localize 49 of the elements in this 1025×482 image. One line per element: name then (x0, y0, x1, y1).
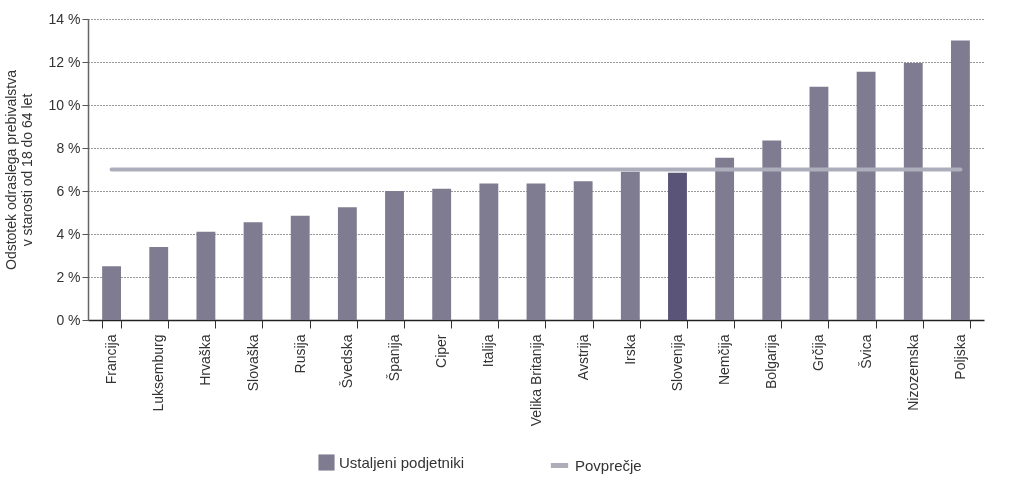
bar (243, 222, 263, 320)
bar (385, 191, 404, 320)
bar (573, 181, 593, 320)
bar (102, 266, 122, 320)
x-tick-label: Švica (857, 334, 874, 369)
x-tick-label: Nizozemska (904, 334, 921, 411)
bar (337, 207, 357, 320)
x-tick-label: Velika Britanija (527, 334, 544, 427)
bar (715, 157, 735, 320)
legend-label: Povprečje (575, 456, 642, 474)
x-tick-label: Slovenija (668, 334, 685, 392)
y-axis-title: Odstotek odraslega prebivalstva v starosti od 18 do 64 let (2, 69, 35, 270)
bar (479, 183, 499, 320)
y-tick-label: 4 % (56, 225, 81, 242)
y-tick-label: 12 % (48, 53, 81, 70)
bar (149, 246, 169, 320)
y-tick-label: 14 % (48, 10, 81, 27)
bar (950, 40, 970, 320)
bar (432, 188, 452, 320)
x-tick-label: Ciper (433, 334, 450, 368)
x-tick-label: Bolgarija (763, 334, 780, 389)
x-tick-label: Poljska (951, 334, 968, 380)
x-tick-label: Nemčija (716, 334, 733, 386)
x-tick-label: Francija (103, 334, 120, 385)
legend-label: Ustaljeni podjetniki (339, 453, 465, 471)
bar (196, 231, 216, 320)
x-tick-label: Španija (386, 334, 403, 382)
y-tick-label: 8 % (56, 139, 81, 156)
x-tick-label: Irska (621, 334, 638, 365)
bar (762, 140, 782, 320)
x-tick-label: Italija (480, 334, 497, 368)
bar (903, 63, 923, 320)
x-tick-label: Slovaška (244, 334, 261, 392)
bar (526, 183, 546, 320)
bar (856, 71, 876, 320)
x-tick-label: Hrvaška (197, 334, 214, 386)
y-tick-label: 2 % (56, 268, 81, 285)
x-tick-label: Avstrija (574, 334, 591, 381)
bar (620, 171, 640, 320)
bar (668, 172, 687, 320)
y-tick-label: 6 % (56, 182, 81, 199)
x-tick-label: Rusija (291, 334, 308, 374)
x-tick-label: Švedska (338, 334, 355, 389)
y-tick-label: 10 % (48, 96, 81, 113)
bar (809, 86, 829, 320)
y-tick-label: 0 % (56, 311, 81, 328)
bar (290, 215, 310, 320)
x-tick-label: Luksemburg (150, 334, 167, 412)
x-tick-label: Grčija (810, 334, 827, 372)
